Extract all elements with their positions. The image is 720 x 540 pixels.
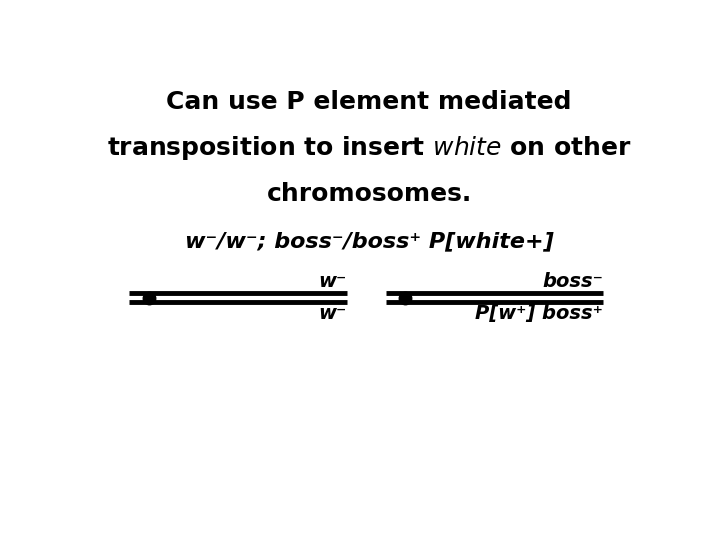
Text: transposition to insert $\mathit{white}$ on other: transposition to insert $\mathit{white}$… [107,134,631,162]
Text: w⁻/w⁻; boss⁻/boss⁺ P[white+]: w⁻/w⁻; boss⁻/boss⁺ P[white+] [184,232,554,252]
Text: Can use P element mediated: Can use P element mediated [166,90,572,114]
Text: chromosomes.: chromosomes. [266,181,472,206]
Text: P[w⁺] boss⁺: P[w⁺] boss⁺ [475,305,603,323]
Text: w⁻: w⁻ [318,305,347,323]
Text: boss⁻: boss⁻ [542,272,603,291]
Text: w⁻: w⁻ [318,272,347,291]
